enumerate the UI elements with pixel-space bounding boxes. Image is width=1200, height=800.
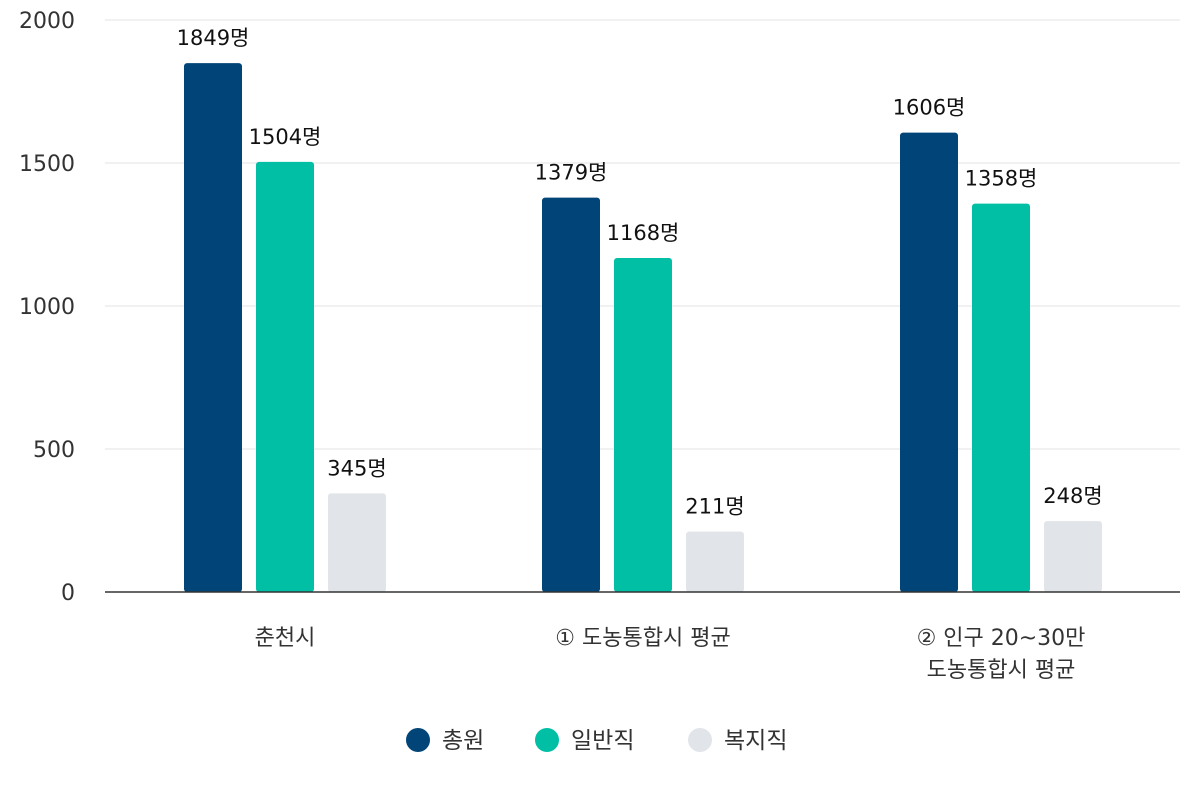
- bar: [614, 257, 672, 592]
- data-label: 1379명: [535, 161, 608, 185]
- y-tick-label: 0: [61, 581, 75, 606]
- bar: [184, 63, 242, 593]
- legend-label: 일반직: [571, 728, 634, 754]
- y-tick-label: 500: [33, 438, 75, 463]
- data-label: 248명: [1043, 484, 1102, 508]
- category-label: 도농통합시 평균: [927, 658, 1076, 683]
- data-label: 345명: [327, 456, 386, 480]
- data-label: 1849명: [177, 26, 250, 50]
- bar: [256, 161, 314, 592]
- bar: [1044, 521, 1102, 592]
- bar: [972, 203, 1030, 592]
- data-label: 1504명: [249, 125, 322, 149]
- legend-swatch: [406, 728, 430, 752]
- bar: [900, 132, 958, 592]
- data-label: 1606명: [893, 96, 966, 120]
- bar: [686, 531, 744, 592]
- legend-label: 총원: [442, 728, 484, 754]
- bar: [328, 493, 386, 592]
- bar: [542, 197, 600, 592]
- y-tick-label: 1000: [19, 295, 75, 320]
- category-label: ① 도농통합시 평균: [555, 626, 730, 651]
- y-tick-label: 2000: [19, 9, 75, 34]
- data-label: 211명: [685, 495, 744, 519]
- data-label: 1168명: [607, 221, 680, 245]
- legend-swatch: [688, 728, 712, 752]
- legend-swatch: [535, 728, 559, 752]
- y-tick-label: 1500: [19, 152, 75, 177]
- legend-label: 복지직: [724, 728, 787, 754]
- data-label: 1358명: [965, 167, 1038, 191]
- category-label: ② 인구 20~30만: [917, 626, 1086, 651]
- category-label: 춘천시: [255, 626, 316, 651]
